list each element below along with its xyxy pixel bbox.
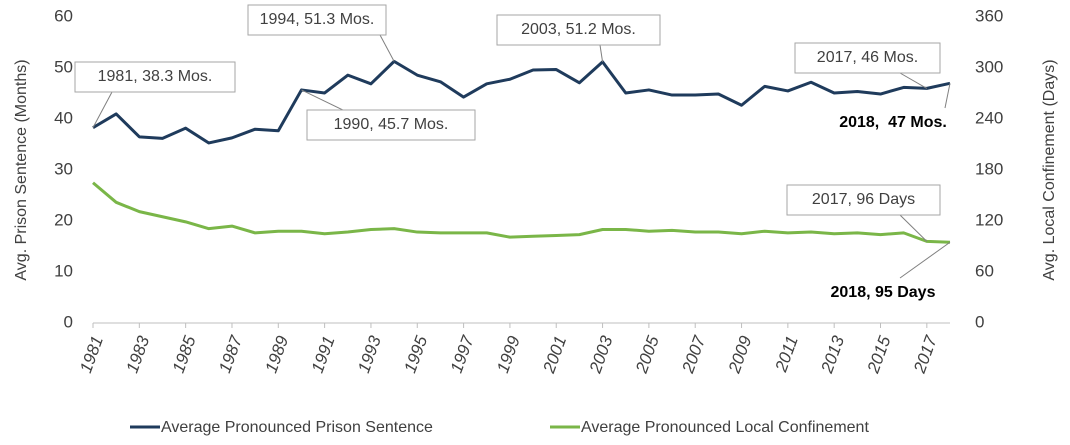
x-tick-label: 1989: [261, 333, 292, 376]
y2-tick-label: 300: [975, 57, 1003, 76]
annotation-leader: [899, 72, 928, 89]
y-tick-label: 50: [54, 57, 73, 76]
y2-tick-label: 240: [975, 108, 1003, 127]
annotation: 2017, 96 Days: [812, 191, 915, 208]
annotation-box: [74, 61, 236, 93]
annotation: 1994, 51.3 Mos.: [260, 11, 375, 28]
x-tick-label: 1987: [215, 333, 246, 376]
x-tick-label: 1981: [76, 333, 107, 375]
annotation-box: [247, 4, 387, 36]
x-tick-label: 1985: [169, 333, 200, 376]
annotation-box: [496, 14, 661, 46]
annotation: 2017, 46 Mos.: [817, 49, 918, 66]
x-tick-label: 2005: [632, 333, 663, 376]
y2-tick-label: 60: [975, 261, 994, 280]
y2-axis-label: Avg. Local Confinement (Days): [1041, 59, 1058, 280]
annotation-box: [794, 42, 941, 74]
x-tick-label: 2011: [771, 333, 802, 375]
annotation-leader: [899, 241, 951, 279]
annotation-leader: [92, 91, 113, 128]
y-tick-label: 0: [64, 312, 73, 331]
x-tick-label: 2017: [910, 333, 941, 376]
series-line: [92, 59, 951, 145]
y-tick-label: 20: [54, 210, 73, 229]
annotation-leader: [899, 214, 928, 242]
annotation-leader: [944, 83, 951, 109]
annotation-box: [306, 109, 476, 141]
annotation: 2018, 47 Mos.: [839, 114, 947, 131]
x-tick-label: 1991: [308, 333, 339, 375]
annotation: 2018, 95 Days: [831, 284, 936, 301]
x-tick-label: 1983: [123, 333, 154, 376]
y2-tick-label: 0: [975, 312, 984, 331]
y-axis-label: Avg. Prison Sentence (Months): [13, 59, 30, 280]
y2-tick-label: 120: [975, 210, 1003, 229]
x-tick-label: 1995: [400, 333, 431, 376]
x-tick-label: 2003: [585, 333, 616, 376]
annotation-leader: [379, 34, 395, 62]
annotation: 1981, 38.3 Mos.: [98, 68, 213, 85]
x-tick-label: 2015: [863, 333, 894, 376]
x-tick-label: 1999: [493, 333, 524, 376]
legend-label: Average Pronounced Prison Sentence: [161, 419, 433, 436]
x-tick-label: 2007: [678, 333, 709, 376]
annotation: 1990, 45.7 Mos.: [334, 116, 449, 133]
x-tick-label: 2001: [539, 333, 570, 376]
y-tick-label: 30: [54, 159, 73, 178]
annotation-leader: [599, 44, 604, 62]
x-tick-label: 2013: [817, 333, 848, 376]
y-tick-label: 60: [54, 6, 73, 25]
y-tick-label: 40: [54, 108, 73, 127]
x-tick-label: 1997: [447, 333, 478, 376]
y2-tick-label: 180: [975, 159, 1003, 178]
y-tick-label: 10: [54, 261, 73, 280]
y2-tick-label: 360: [975, 6, 1003, 25]
x-tick-label: 2009: [724, 333, 755, 376]
x-tick-label: 1993: [354, 333, 385, 376]
series-line: [92, 181, 951, 244]
annotation-box: [786, 184, 941, 216]
annotation: 2003, 51.2 Mos.: [521, 21, 636, 38]
legend-label: Average Pronounced Local Confinement: [581, 419, 869, 436]
